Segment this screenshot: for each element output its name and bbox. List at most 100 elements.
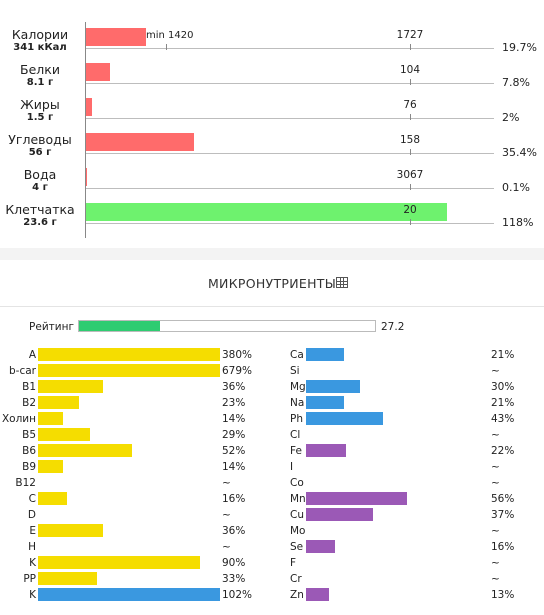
vitamin-row: B5 29% bbox=[0, 427, 544, 443]
rating-label: Рейтинг bbox=[29, 321, 74, 333]
macro-percent: 0.1% bbox=[502, 181, 530, 194]
vitamin-row: B1 36% bbox=[0, 379, 544, 395]
mineral-row: Cl ~ bbox=[0, 427, 544, 443]
macro-norm: 104 bbox=[399, 64, 421, 76]
nutrient-percent: 43% bbox=[491, 413, 515, 425]
nutrient-percent: 679% bbox=[222, 365, 253, 377]
macro-norm: 76 bbox=[403, 99, 417, 111]
vitamin-row: K 102% bbox=[0, 587, 544, 603]
nutrient-percent: ~ bbox=[491, 365, 500, 377]
norm-tick bbox=[410, 114, 411, 120]
nutrient-bar bbox=[38, 444, 132, 457]
vitamin-row: PP 33% bbox=[0, 571, 544, 587]
nutrient-percent: 14% bbox=[222, 461, 246, 473]
macro-value: 341 кКал bbox=[13, 42, 67, 53]
nutrient-percent: 16% bbox=[491, 541, 515, 553]
nutrient-bar bbox=[306, 444, 346, 457]
nutrient-percent: ~ bbox=[222, 477, 231, 489]
macro-bar bbox=[86, 28, 147, 46]
vitamin-row: C 16% bbox=[0, 491, 544, 507]
vitamin-row: B12 ~ bbox=[0, 475, 544, 491]
table-icon[interactable] bbox=[336, 277, 348, 288]
section-divider bbox=[0, 248, 544, 260]
vitamin-row: B6 52% bbox=[0, 443, 544, 459]
rating-value: 27.2 bbox=[381, 321, 405, 333]
nutrient-percent: ~ bbox=[491, 477, 500, 489]
mineral-row: Fe 22% bbox=[0, 443, 544, 459]
macro-name: Калории bbox=[11, 27, 69, 42]
norm-tick bbox=[410, 44, 411, 50]
nutrient-name: B1 bbox=[22, 381, 36, 393]
nutrient-name: C bbox=[28, 493, 36, 505]
mineral-row: Co ~ bbox=[0, 475, 544, 491]
mineral-row: Mn 56% bbox=[0, 491, 544, 507]
macro-percent: 35.4% bbox=[502, 146, 537, 159]
nutrient-name: B6 bbox=[22, 445, 36, 457]
macro-norm: 20 bbox=[403, 204, 417, 216]
nutrient-bar bbox=[38, 348, 220, 361]
macro-value: 4 г bbox=[32, 182, 48, 193]
norm-tick bbox=[410, 219, 411, 225]
nutrient-bar bbox=[38, 396, 80, 409]
nutrient-percent: 23% bbox=[222, 397, 246, 409]
macro-value: 56 г bbox=[28, 147, 52, 158]
nutrient-percent: 36% bbox=[222, 525, 246, 537]
nutrient-name: F bbox=[290, 557, 297, 569]
macro-baseline bbox=[86, 48, 494, 49]
nutrient-bar bbox=[38, 412, 64, 425]
nutrient-bar bbox=[306, 380, 360, 393]
mineral-row: Cr ~ bbox=[0, 571, 544, 587]
nutrient-percent: ~ bbox=[491, 461, 500, 473]
nutrient-percent: 13% bbox=[491, 589, 515, 601]
nutrient-name: Холин bbox=[1, 413, 36, 425]
macro-bar bbox=[86, 203, 448, 221]
nutrient-bar bbox=[306, 492, 407, 505]
macronutrients-panel: Калории 341 кКал 1727 19.7% min 1420 Белки 8.1… bbox=[0, 0, 544, 248]
macro-name: Жиры bbox=[20, 97, 60, 112]
macro-baseline bbox=[86, 188, 494, 189]
nutrient-percent: 90% bbox=[222, 557, 246, 569]
mineral-row: Mg 30% bbox=[0, 379, 544, 395]
nutrient-name: D bbox=[27, 509, 36, 521]
nutrient-bar bbox=[306, 588, 330, 601]
macro-min-label: min 1420 bbox=[146, 30, 194, 41]
nutrient-bar bbox=[306, 396, 344, 409]
nutrient-percent: 29% bbox=[222, 429, 246, 441]
macro-baseline bbox=[86, 153, 494, 154]
nutrient-bar bbox=[38, 492, 67, 505]
vitamin-row: E 36% bbox=[0, 523, 544, 539]
nutrient-name: Mo bbox=[290, 525, 306, 537]
nutrient-name: Cl bbox=[290, 429, 301, 441]
mineral-row: Na 21% bbox=[0, 395, 544, 411]
nutrient-name: B2 bbox=[22, 397, 36, 409]
nutrient-name: Cr bbox=[290, 573, 302, 585]
macro-percent: 7.8% bbox=[502, 76, 530, 89]
macro-value: 8.1 г bbox=[26, 77, 54, 88]
nutrient-percent: 102% bbox=[222, 589, 253, 601]
nutrient-percent: 30% bbox=[491, 381, 515, 393]
nutrient-name: b-car bbox=[9, 365, 36, 377]
nutrient-percent: ~ bbox=[491, 557, 500, 569]
nutrient-bar bbox=[38, 524, 103, 537]
nutrient-bar bbox=[38, 364, 220, 377]
macro-row: Углеводы 56 г 158 35.4% bbox=[0, 127, 544, 162]
nutrient-bar bbox=[306, 348, 344, 361]
macro-row: Жиры 1.5 г 76 2% bbox=[0, 92, 544, 127]
nutrient-percent: ~ bbox=[491, 429, 500, 441]
nutrient-name: PP bbox=[23, 573, 36, 585]
nutrient-percent: 33% bbox=[222, 573, 246, 585]
nutrient-name: Ph bbox=[290, 413, 303, 425]
mineral-row: Cu 37% bbox=[0, 507, 544, 523]
norm-tick bbox=[410, 79, 411, 85]
vitamin-row: B9 14% bbox=[0, 459, 544, 475]
nutrient-name: Zn bbox=[290, 589, 304, 601]
nutrient-percent: 22% bbox=[491, 445, 515, 457]
nutrient-percent: 380% bbox=[222, 349, 253, 361]
nutrient-percent: ~ bbox=[491, 525, 500, 537]
nutrient-name: B9 bbox=[22, 461, 36, 473]
nutrient-name: Ca bbox=[290, 349, 304, 361]
macro-name: Белки bbox=[20, 62, 60, 77]
macro-value: 1.5 г bbox=[26, 112, 54, 123]
nutrient-name: K bbox=[29, 557, 36, 569]
nutrient-bar bbox=[38, 588, 220, 601]
